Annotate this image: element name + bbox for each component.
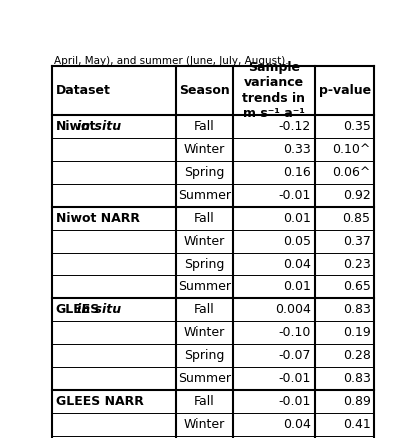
Text: -0.07: -0.07 bbox=[278, 349, 311, 362]
Text: Season: Season bbox=[179, 84, 230, 97]
Text: 0.23: 0.23 bbox=[343, 258, 371, 271]
Text: Fall: Fall bbox=[194, 212, 215, 225]
Text: 0.89: 0.89 bbox=[343, 395, 371, 408]
Text: Summer: Summer bbox=[178, 280, 231, 293]
Text: 0.01: 0.01 bbox=[283, 280, 311, 293]
Text: Spring: Spring bbox=[184, 258, 225, 271]
Text: Summer: Summer bbox=[178, 372, 231, 385]
Text: -0.10: -0.10 bbox=[279, 326, 311, 339]
Text: Niwot NARR: Niwot NARR bbox=[56, 212, 140, 225]
Text: GLEES NARR: GLEES NARR bbox=[56, 395, 144, 408]
Text: 0.83: 0.83 bbox=[343, 372, 371, 385]
Text: Fall: Fall bbox=[194, 304, 215, 316]
Text: 0.65: 0.65 bbox=[343, 280, 371, 293]
Text: Winter: Winter bbox=[184, 143, 225, 156]
Text: 0.19: 0.19 bbox=[343, 326, 371, 339]
Text: Spring: Spring bbox=[184, 166, 225, 179]
Text: 0.05: 0.05 bbox=[283, 235, 311, 247]
Text: Winter: Winter bbox=[184, 418, 225, 431]
Text: 0.01: 0.01 bbox=[283, 212, 311, 225]
Text: 0.16: 0.16 bbox=[283, 166, 311, 179]
Text: 0.35: 0.35 bbox=[343, 120, 371, 133]
Text: GLEES: GLEES bbox=[56, 304, 100, 316]
Text: -0.01: -0.01 bbox=[279, 189, 311, 202]
Text: 0.004: 0.004 bbox=[275, 304, 311, 316]
Text: -0.01: -0.01 bbox=[279, 372, 311, 385]
Text: Summer: Summer bbox=[178, 189, 231, 202]
Text: -0.01: -0.01 bbox=[279, 395, 311, 408]
Text: Winter: Winter bbox=[184, 235, 225, 247]
Text: April, May), and summer (June, July, August).: April, May), and summer (June, July, Aug… bbox=[54, 56, 288, 66]
Text: Winter: Winter bbox=[184, 326, 225, 339]
Text: p-value: p-value bbox=[319, 84, 371, 97]
Text: 0.04: 0.04 bbox=[283, 258, 311, 271]
Text: in situ: in situ bbox=[77, 120, 121, 133]
Text: 0.33: 0.33 bbox=[283, 143, 311, 156]
Text: in situ: in situ bbox=[77, 304, 121, 316]
Text: 0.41: 0.41 bbox=[343, 418, 371, 431]
Text: Fall: Fall bbox=[194, 395, 215, 408]
Text: 0.28: 0.28 bbox=[343, 349, 371, 362]
Text: Sample
variance
trends in
m s⁻¹ a⁻¹: Sample variance trends in m s⁻¹ a⁻¹ bbox=[242, 61, 305, 120]
Text: Dataset: Dataset bbox=[56, 84, 111, 97]
Text: 0.83: 0.83 bbox=[343, 304, 371, 316]
Text: 0.06^: 0.06^ bbox=[332, 166, 371, 179]
Text: 0.37: 0.37 bbox=[343, 235, 371, 247]
Text: 0.85: 0.85 bbox=[342, 212, 371, 225]
Text: -0.12: -0.12 bbox=[279, 120, 311, 133]
Text: 0.92: 0.92 bbox=[343, 189, 371, 202]
Text: Spring: Spring bbox=[184, 349, 225, 362]
Text: Fall: Fall bbox=[194, 120, 215, 133]
Text: 0.04: 0.04 bbox=[283, 418, 311, 431]
Text: Niwot: Niwot bbox=[56, 120, 96, 133]
Text: 0.10^: 0.10^ bbox=[332, 143, 371, 156]
